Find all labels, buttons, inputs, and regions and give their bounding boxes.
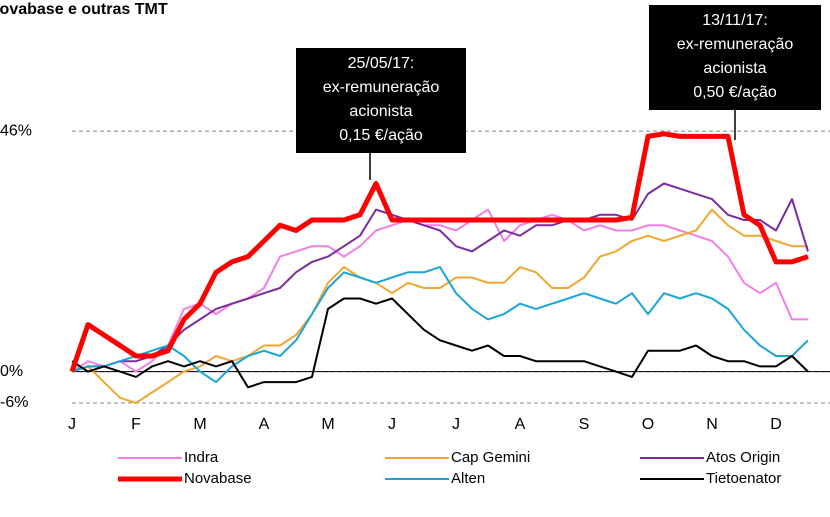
series-line xyxy=(71,182,809,373)
x-tick-label: J xyxy=(452,416,460,433)
y-tick-label: -6% xyxy=(0,394,28,411)
legend-label: Tietoenator xyxy=(706,470,781,487)
series-line xyxy=(71,297,809,389)
series-line xyxy=(69,131,809,373)
x-tick-label: A xyxy=(515,416,526,433)
x-tick-label: A xyxy=(259,416,270,433)
x-tick-label: M xyxy=(193,416,206,433)
x-tick-label: S xyxy=(579,416,590,433)
annotation-text: 0,50 €/ação xyxy=(693,84,777,101)
annotation-text: ex-remuneração xyxy=(323,79,440,96)
x-tick-label: J xyxy=(388,416,396,433)
legend-label: Cap Gemini xyxy=(451,449,530,466)
x-tick-label: D xyxy=(770,416,782,433)
legend-label: Indra xyxy=(184,449,219,466)
annotation-text: ex-remuneração xyxy=(677,36,794,53)
annotation-text: 13/11/17: xyxy=(702,12,768,29)
annotation-box xyxy=(296,48,466,153)
annotation-text: 25/05/17: xyxy=(348,55,415,72)
x-tick-label: M xyxy=(321,416,334,433)
series-line xyxy=(71,266,809,384)
legend-label: Novabase xyxy=(184,470,252,487)
annotation-text: 0,15 €/ação xyxy=(339,127,423,144)
chart-title: Novabase e outras TMT xyxy=(0,1,168,18)
x-tick-label: N xyxy=(706,416,718,433)
annotation-text: acionista xyxy=(349,103,412,120)
annotation-text: acionista xyxy=(703,60,766,77)
x-tick-label: F xyxy=(131,416,141,433)
legend-label: Atos Origin xyxy=(706,449,780,466)
legend-label: Alten xyxy=(451,470,485,487)
annotation-box xyxy=(649,5,821,110)
x-tick-label: J xyxy=(68,416,76,433)
x-tick-label: O xyxy=(642,416,654,433)
y-tick-label: 0% xyxy=(0,363,23,380)
series-line xyxy=(71,208,808,404)
y-tick-label: 46% xyxy=(0,122,32,139)
